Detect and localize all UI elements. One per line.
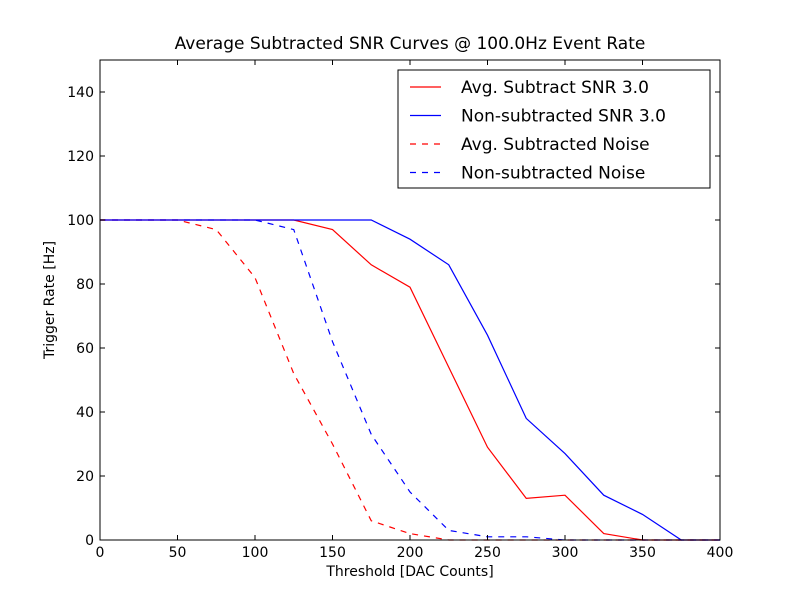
y-tick-label: 120 [67,149,94,165]
series-line-2 [100,219,720,541]
legend: Avg. Subtract SNR 3.0 Non-subtracted SNR … [397,69,711,189]
y-tick-label: 20 [76,469,94,485]
x-tick-label: 50 [169,545,187,561]
series-line-4 [100,219,720,541]
y-tick-label: 60 [76,341,94,357]
legend-box [397,69,711,189]
x-tick-label: 350 [629,545,656,561]
chart-title: Average Subtracted SNR Curves @ 100.0Hz … [175,34,646,54]
legend-items: Avg. Subtract SNR 3.0 Non-subtracted SNR … [410,78,666,184]
x-tick-label: 150 [319,545,346,561]
x-tick-label: 400 [707,545,734,561]
y-tick-label: 0 [85,533,94,549]
legend-label-3: Avg. Subtracted Noise [461,135,650,155]
y-tick-label: 80 [76,277,94,293]
x-tick-label: 100 [242,545,269,561]
ticks-layer: 0 50 100 150 200 250 300 350 400 0 20 40 60 80 100 120 1… [67,60,733,561]
legend-label-4: Non-subtracted Noise [461,164,645,184]
legend-label-1: Avg. Subtract SNR 3.0 [461,78,649,98]
legend-label-2: Non-subtracted SNR 3.0 [461,107,666,127]
y-tick-label: 100 [67,213,94,229]
x-tick-label: 300 [552,545,579,561]
y-tick-label: 40 [76,405,94,421]
y-axis-label: Trigger Rate [Hz] [42,241,58,360]
x-axis-label: Threshold [DAC Counts] [325,564,493,580]
x-tick-label: 200 [397,545,424,561]
x-tick-label: 250 [474,545,501,561]
y-tick-label: 140 [67,85,94,101]
x-tick-label: 0 [96,545,105,561]
